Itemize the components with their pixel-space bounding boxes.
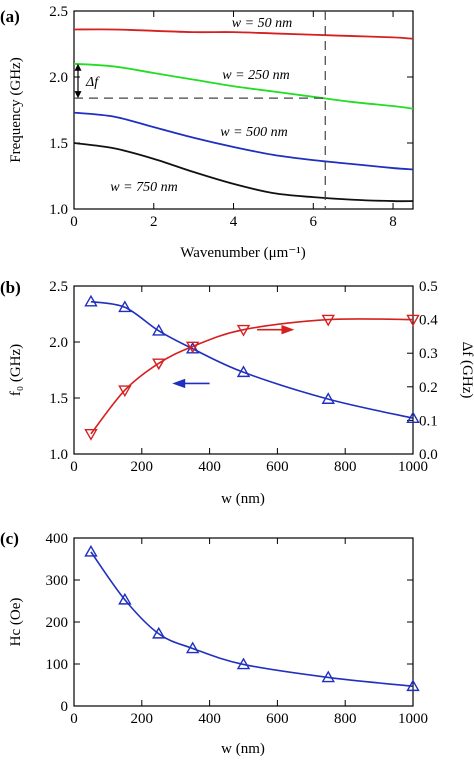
panel-b-y-tick-label-right: 0.5 <box>419 279 438 295</box>
panel-b-x-ticks: 0 200 400 600 800 1000 <box>70 286 428 475</box>
data-point-right <box>84 429 98 441</box>
panel-c-series <box>84 544 420 692</box>
data-point-hc <box>185 641 200 654</box>
panel-c-x-ticks: 0 200 400 600 800 1000 <box>70 538 428 727</box>
panel-c-y-tick-label: 0 <box>61 699 69 715</box>
panel-b-label: (b) <box>0 278 21 297</box>
panel-a-frame <box>73 10 414 210</box>
series-line-250nm <box>73 62 414 110</box>
data-point-hc <box>84 544 98 557</box>
panel-c-y-tick-label: 100 <box>46 657 69 673</box>
panel-b-x-tick-label: 800 <box>334 459 357 475</box>
panel-c-x-tick-label: 0 <box>70 711 78 727</box>
panel-a-label: (a) <box>0 7 20 26</box>
series-label: w = 50 nm <box>232 16 292 31</box>
panel-c-x-tick-label: 200 <box>131 711 154 727</box>
panel-c-x-tick-label: 1000 <box>398 711 428 727</box>
panel-c-y-tick-label: 300 <box>46 573 69 589</box>
panel-b-y-tick-label: 2.5 <box>49 279 68 295</box>
data-point-left <box>118 300 132 313</box>
panel-b-y-tick-label-right: 0.2 <box>419 380 438 396</box>
panel-c-x-tick-label: 800 <box>334 711 357 727</box>
panel-c-x-tick-label: 400 <box>198 711 221 727</box>
data-point-left <box>152 323 166 336</box>
panel-a: (a) 0 2 4 6 8 1.0 1.5 2.0 2.5 w = 50 nm w = 250 … <box>0 4 414 261</box>
panel-b-series <box>84 294 420 441</box>
panel-a-x-tick-label: 0 <box>70 214 78 230</box>
axis-indicator-arrow-right-head <box>281 324 295 335</box>
panel-c: (c) 0 200 400 600 800 1000 0 100 200 300 400 w (n… <box>0 529 428 757</box>
data-point-right <box>152 358 166 371</box>
panel-b-y-ticks-right: 0.0 0.1 0.2 0.3 0.4 0.5 <box>407 279 438 463</box>
panel-b-arrows <box>172 324 295 389</box>
panel-a-annotations: Δf <box>74 11 326 209</box>
data-point-right <box>118 385 132 398</box>
data-point-right <box>185 341 200 354</box>
panel-c-y-tick-label: 400 <box>46 531 69 547</box>
panel-a-x-tick-label: 6 <box>310 214 318 230</box>
panel-b-x-tick-label: 600 <box>266 459 289 475</box>
data-point-right <box>406 314 420 327</box>
panel-c-y-tick-label: 200 <box>46 615 69 631</box>
panel-a-y-tick-label: 2.0 <box>49 70 68 86</box>
panel-b-y-label-right: Δf (GHz) <box>459 342 474 399</box>
panel-a-x-label: Wavenumber (μm⁻¹) <box>180 245 305 261</box>
panel-b-y-tick-label-right: 0.0 <box>419 447 438 463</box>
series-label: w = 500 nm <box>220 125 287 140</box>
panel-a-series: w = 50 nm w = 250 nm w = 500 nm w = 750 nm <box>73 16 414 203</box>
panel-b-y-tick-label-right: 0.3 <box>419 346 438 362</box>
data-point-right <box>321 314 335 327</box>
series-label: w = 750 nm <box>110 180 177 195</box>
delta-f-arrow-head-top <box>74 63 82 71</box>
data-point-left <box>406 411 420 423</box>
panel-b: (b) 0 200 400 600 800 1000 1.01.52.02.5 0.00.… <box>0 278 474 507</box>
panel-b-y-tick-label-right: 0.1 <box>419 413 438 429</box>
series-line-750nm <box>73 142 414 203</box>
panel-c-y-ticks: 0 100 200 300 400 <box>46 531 413 715</box>
panel-b-x-tick-label: 400 <box>198 459 221 475</box>
panel-a-y-label: Frequency (GHz) <box>8 57 24 162</box>
panel-a-y-tick-label: 1.0 <box>49 202 68 218</box>
data-point-hc <box>321 670 335 683</box>
panel-b-x-tick-label: 200 <box>131 459 154 475</box>
data-point-left <box>84 294 98 307</box>
panel-a-x-tick-label: 8 <box>389 214 397 230</box>
panel-a-x-tick-label: 4 <box>230 214 238 230</box>
panel-b-x-label: w (nm) <box>221 491 265 507</box>
data-point-left <box>236 365 251 378</box>
panel-a-x-tick-label: 2 <box>150 214 158 230</box>
axis-indicator-arrow-left-head <box>172 378 186 389</box>
data-point-left <box>321 392 335 404</box>
panel-c-label: (c) <box>0 529 19 548</box>
data-point-hc <box>118 592 132 605</box>
panel-a-y-tick-label: 1.5 <box>49 136 68 152</box>
panel-b-y-tick-label-right: 0.4 <box>419 313 438 329</box>
delta-f-arrow-head-bottom <box>74 91 82 99</box>
panel-b-y-ticks-left: 1.0 1.5 2.0 2.5 <box>49 279 80 463</box>
data-point-right <box>236 324 251 337</box>
data-point-hc <box>152 626 166 639</box>
panel-b-y-tick-label: 1.0 <box>49 447 68 463</box>
series-line-hc <box>90 551 414 688</box>
panel-c-x-tick-label: 600 <box>266 711 289 727</box>
panel-c-x-label: w (nm) <box>221 741 265 757</box>
panel-b-frame <box>73 285 414 455</box>
panel-b-y-tick-label: 1.5 <box>49 391 68 407</box>
panel-a-y-ticks: 1.0 1.5 2.0 2.5 <box>49 4 413 218</box>
panel-c-y-label: Hc (Oe) <box>8 598 24 647</box>
panel-a-x-ticks: 0 2 4 6 8 <box>70 11 397 230</box>
panel-b-x-tick-label: 1000 <box>398 459 428 475</box>
series-label: w = 250 nm <box>222 68 289 83</box>
panel-b-y-tick-label: 2.0 <box>49 335 68 351</box>
data-point-hc <box>406 679 420 692</box>
panel-a-y-tick-label: 2.5 <box>49 4 68 20</box>
series-line-500nm <box>73 111 414 171</box>
series-line-50nm <box>73 28 414 40</box>
panel-b-y-label-left: f₀ (GHz) <box>8 344 24 396</box>
series-line-right <box>90 318 414 435</box>
data-point-hc <box>236 657 251 670</box>
panel-b-x-tick-label: 0 <box>70 459 78 475</box>
delta-f-label: Δf <box>85 75 100 90</box>
